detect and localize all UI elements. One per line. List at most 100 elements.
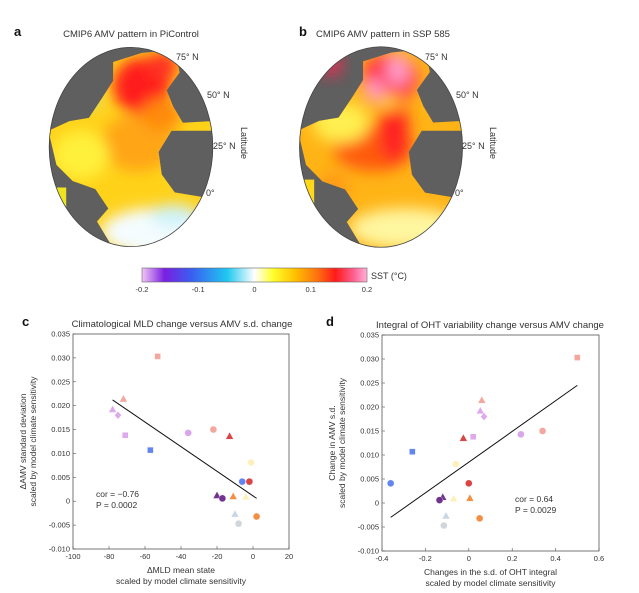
chart-title: Integral of OHT variability change versu…: [376, 320, 604, 331]
x-axis-label-line2: scaled by model climate sensitivity: [116, 576, 247, 586]
data-point-triangle: [212, 490, 222, 499]
data-point-circle: [465, 479, 473, 488]
x-tick-label: 0.4: [550, 554, 560, 563]
y-tick-label: 0: [375, 499, 379, 508]
latitude-axis-label-b: Latitude: [488, 127, 498, 159]
y-tick-label: 0.035: [360, 331, 379, 340]
data-point-square: [469, 433, 477, 440]
colorbar-ticks: -0.2 -0.1 0 0.1 0.2: [136, 285, 373, 294]
y-tick-label: 0.030: [360, 355, 379, 364]
data-point-triangle: [477, 395, 487, 404]
data-point-square: [121, 432, 129, 439]
data-point-triangle: [449, 494, 458, 502]
data-point-circle: [184, 429, 192, 437]
chart-title: Climatological MLD change versus AMV s.d…: [72, 319, 293, 330]
y-axis-label-line2: scaled by model climate sensitivity: [28, 376, 38, 507]
colorbar-tick-label: 0.1: [306, 285, 316, 294]
y-tick-label: 0.020: [360, 403, 379, 412]
lat-75-label-b: 75° N: [425, 52, 448, 62]
y-tick-label: 0.005: [51, 473, 70, 482]
y-axis-label: Change in AMV s.d.: [327, 405, 337, 480]
data-point-square: [409, 448, 416, 455]
panel-a-title: CMIP6 AMV pattern in PiControl: [63, 29, 199, 40]
x-tick-label: -0.2: [419, 554, 432, 563]
correlation-annotation: cor = −0.76: [96, 489, 139, 499]
y-tick-label: -0.005: [358, 523, 379, 532]
colorbar: [141, 267, 368, 283]
y-tick-label: 0.015: [51, 425, 70, 434]
data-point-circle: [475, 514, 484, 523]
x-tick-label: -100: [65, 552, 80, 561]
colorbar-tick-label: 0: [252, 285, 256, 294]
data-point-circle: [452, 460, 460, 468]
y-axis-label-line2: scaled by model climate sensitivity: [337, 377, 347, 508]
data-point-triangle: [119, 394, 128, 403]
data-point-square: [154, 353, 161, 360]
correlation-annotation: cor = 0.64: [515, 494, 553, 504]
data-point-circle: [517, 430, 525, 439]
map-a-picontrol: [49, 47, 213, 247]
plot-area: [72, 333, 290, 550]
panel-c-label: c: [22, 314, 29, 329]
data-point-triangle: [225, 431, 234, 440]
x-tick-label: -80: [104, 552, 115, 561]
x-tick-label: -40: [176, 552, 187, 561]
y-tick-label: 0.020: [51, 401, 70, 410]
data-point-triangle: [459, 433, 468, 442]
y-tick-label: 0.010: [51, 449, 70, 458]
colorbar-tick-label: 0.2: [362, 285, 372, 294]
data-point-circle: [252, 512, 261, 521]
y-tick-label: 0.030: [51, 353, 70, 362]
x-tick-label: 0.2: [507, 554, 517, 563]
x-axis-label-line2: scaled by model climate sensitivity: [426, 578, 557, 588]
map-a-container: [48, 46, 214, 248]
lat-0-label-a: 0°: [206, 188, 215, 198]
data-point-circle: [440, 521, 448, 530]
data-point-circle: [209, 425, 218, 434]
y-tick-label: 0.015: [360, 427, 379, 436]
y-tick-label: 0.025: [51, 377, 70, 386]
lat-25-label-a: 25° N: [213, 141, 236, 151]
data-point-circle: [386, 479, 395, 488]
map-b-ssp585: [299, 46, 463, 248]
data-point-circle: [234, 519, 243, 528]
panel-a-label: a: [14, 24, 22, 39]
data-point-square: [574, 354, 581, 361]
colorbar-tick-label: -0.2: [136, 285, 149, 294]
latitude-axis-label-a: Latitude: [239, 127, 249, 159]
y-tick-label: 0.010: [360, 451, 379, 460]
regression-line: [390, 384, 578, 518]
map-b-outline: [299, 46, 463, 248]
colorbar-tick-label: -0.1: [192, 285, 205, 294]
y-tick-label: -0.010: [358, 547, 379, 556]
data-point-triangle: [108, 404, 117, 413]
scatter-chart-d: Integral of OHT variability change versu…: [327, 320, 604, 588]
data-point-circle: [245, 477, 254, 486]
p-value-annotation: P = 0.0002: [96, 500, 137, 510]
x-tick-label: 0.6: [594, 554, 604, 563]
lat-25-label-b: 25° N: [462, 141, 485, 151]
x-tick-label: 0: [251, 552, 255, 561]
data-point-square: [147, 446, 154, 454]
y-tick-label: 0.005: [360, 475, 379, 484]
y-tick-label: 0.035: [51, 330, 70, 339]
x-tick-label: 0: [467, 554, 471, 563]
x-axis-label: ΔMLD mean state: [147, 565, 215, 575]
x-tick-label: -60: [140, 552, 151, 561]
panel-d-label: d: [326, 314, 334, 329]
panel-b-label: b: [299, 24, 307, 39]
x-tick-label: 20: [285, 552, 293, 561]
x-tick-label: -0.4: [376, 554, 389, 563]
data-point-triangle: [230, 509, 240, 518]
data-point-circle: [247, 458, 255, 467]
data-point-diamond: [114, 410, 122, 420]
y-tick-label: 0.025: [360, 379, 379, 388]
data-point-triangle: [475, 406, 485, 415]
y-axis-label: ΔAMV standard deviation: [18, 393, 28, 489]
x-axis-label: Changes in the s.d. of OHT integral: [424, 567, 557, 577]
data-point-circle: [238, 477, 246, 486]
data-point-triangle: [241, 492, 251, 501]
map-b-container: [299, 46, 463, 248]
data-point-circle: [435, 496, 444, 504]
